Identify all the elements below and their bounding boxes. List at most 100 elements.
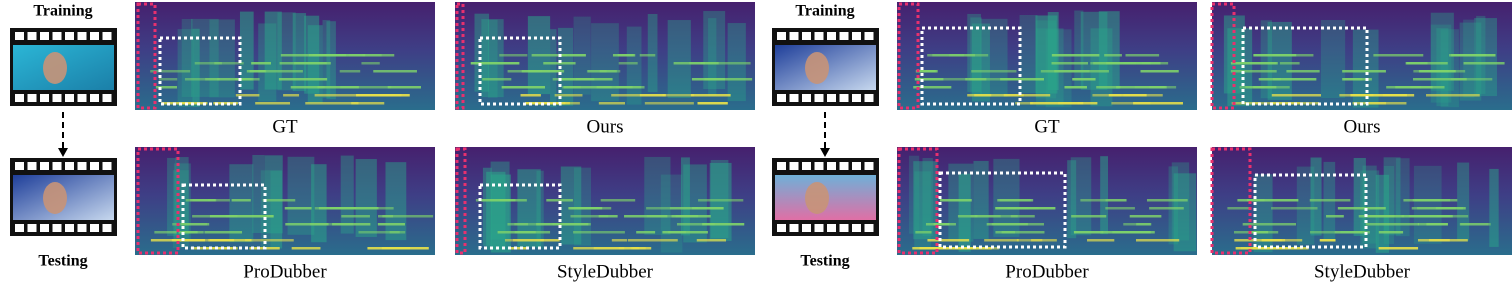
film-strip bbox=[10, 158, 117, 236]
harmonic bbox=[1373, 54, 1424, 57]
harmonic bbox=[204, 231, 243, 234]
film-hole bbox=[27, 94, 37, 102]
harmonic bbox=[1101, 231, 1151, 234]
testing-label: Testing bbox=[800, 253, 849, 270]
harmonic bbox=[389, 231, 406, 234]
harmonic bbox=[178, 231, 204, 234]
harmonic bbox=[291, 247, 321, 250]
silence-highlight bbox=[897, 147, 939, 255]
harmonic bbox=[1310, 231, 1363, 234]
energy-column bbox=[922, 157, 933, 236]
harmonic bbox=[332, 223, 371, 226]
harmonic bbox=[1252, 102, 1275, 105]
energy-column bbox=[1296, 166, 1315, 245]
energy-column bbox=[626, 26, 642, 105]
harmonic bbox=[278, 78, 328, 81]
harmonic bbox=[283, 94, 300, 97]
focus-box bbox=[478, 183, 562, 250]
harmonic bbox=[1073, 231, 1104, 234]
harmonic bbox=[704, 78, 753, 81]
energy-column bbox=[1440, 29, 1459, 108]
film-hole bbox=[40, 32, 49, 40]
harmonic bbox=[1319, 239, 1336, 242]
harmonic bbox=[379, 94, 395, 97]
harmonic bbox=[957, 215, 978, 218]
spectrogram-caption: ProDubber bbox=[1005, 261, 1089, 282]
harmonic bbox=[669, 207, 724, 210]
spectrogram bbox=[135, 147, 435, 255]
harmonic bbox=[1286, 70, 1320, 73]
harmonic bbox=[917, 78, 968, 81]
harmonic bbox=[644, 102, 694, 105]
harmonic bbox=[952, 247, 1000, 250]
harmonic bbox=[1003, 94, 1051, 97]
energy-column bbox=[573, 167, 592, 246]
training-label: Training bbox=[795, 3, 854, 20]
harmonic bbox=[481, 199, 527, 202]
focus-box bbox=[478, 36, 562, 106]
harmonic bbox=[508, 247, 529, 250]
harmonic bbox=[600, 199, 636, 202]
energy-column bbox=[177, 29, 194, 108]
harmonic bbox=[939, 199, 972, 202]
film-hole bbox=[864, 162, 874, 170]
harmonic bbox=[285, 223, 329, 226]
energy-column bbox=[1353, 157, 1366, 236]
harmonic bbox=[593, 247, 640, 250]
film-hole bbox=[90, 32, 99, 40]
harmonic bbox=[1149, 207, 1184, 210]
film-hole bbox=[777, 224, 786, 232]
film-hole bbox=[40, 94, 49, 102]
harmonic bbox=[563, 86, 612, 89]
harmonic bbox=[925, 223, 956, 226]
harmonic bbox=[1417, 239, 1450, 242]
energy-column bbox=[172, 170, 189, 249]
energy-column bbox=[1227, 28, 1253, 107]
energy-column bbox=[1067, 160, 1077, 239]
film-hole bbox=[839, 224, 849, 232]
energy-column bbox=[239, 11, 254, 90]
spectrogram-caption: GT bbox=[272, 116, 298, 137]
harmonic bbox=[611, 239, 627, 242]
harmonic bbox=[1111, 102, 1151, 105]
harmonic bbox=[251, 62, 271, 65]
harmonic bbox=[1309, 199, 1351, 202]
film-hole bbox=[90, 94, 99, 102]
harmonic bbox=[1235, 62, 1277, 65]
energy-column bbox=[192, 28, 200, 107]
film-hole bbox=[802, 224, 811, 232]
harmonic bbox=[501, 86, 546, 89]
film-hole bbox=[789, 162, 799, 170]
energy-column bbox=[1168, 166, 1178, 245]
spectrogram bbox=[897, 147, 1197, 255]
harmonic bbox=[639, 54, 656, 57]
film-hole bbox=[52, 224, 62, 232]
harmonic bbox=[700, 62, 751, 65]
harmonic bbox=[1352, 102, 1407, 105]
harmonic bbox=[531, 54, 567, 57]
harmonic bbox=[624, 215, 668, 218]
harmonic bbox=[349, 54, 382, 57]
energy-column bbox=[1173, 173, 1197, 252]
harmonic bbox=[1358, 215, 1395, 218]
energy-column bbox=[517, 169, 541, 248]
energy-column bbox=[191, 18, 219, 97]
harmonic bbox=[552, 78, 578, 81]
film-hole bbox=[15, 32, 24, 40]
spectrogram-caption: StyleDubber bbox=[1314, 261, 1411, 282]
harmonic bbox=[190, 247, 238, 250]
harmonic bbox=[1071, 215, 1107, 218]
harmonic bbox=[1134, 86, 1177, 89]
energy-column bbox=[355, 159, 377, 238]
harmonic bbox=[1272, 102, 1301, 105]
energy-column bbox=[1383, 165, 1395, 244]
energy-column bbox=[1413, 165, 1442, 244]
film-hole bbox=[65, 94, 74, 102]
energy-column bbox=[209, 19, 235, 98]
spectrogram-caption: ProDubber bbox=[243, 261, 327, 282]
spectrogram bbox=[455, 2, 755, 110]
energy-column bbox=[481, 19, 504, 98]
harmonic bbox=[482, 78, 512, 81]
film-hole bbox=[802, 32, 811, 40]
